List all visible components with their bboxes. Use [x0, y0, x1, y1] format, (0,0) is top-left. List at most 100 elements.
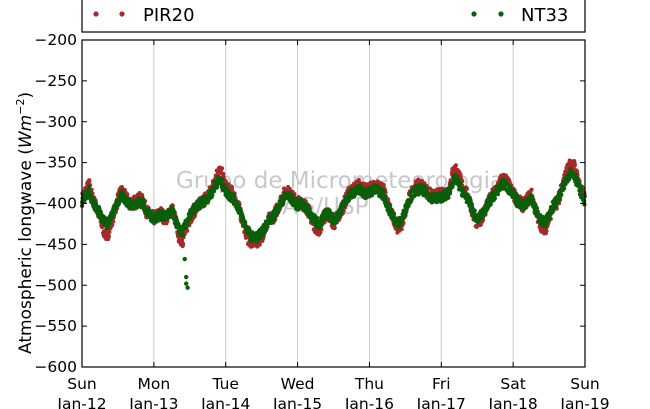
data-point [232, 193, 237, 198]
legend-marker-nt33 [498, 11, 504, 17]
data-point [183, 281, 189, 286]
data-point [183, 274, 189, 280]
legend-label-pir20: PIR20 [143, 5, 195, 26]
data-point [424, 186, 429, 191]
data-point [181, 233, 186, 238]
data-point [330, 212, 335, 217]
data-point [507, 183, 512, 188]
data-point [257, 242, 262, 247]
data-point [554, 204, 559, 209]
data-point [472, 208, 477, 213]
y-axis-title: Atmospheric longwave (Wm−2) [14, 92, 36, 354]
data-point [127, 197, 132, 202]
data-point [327, 208, 332, 213]
data-point [572, 162, 577, 167]
x-tick-label-date: Jan-13 [128, 395, 178, 409]
y-tick-label: −350 [34, 154, 77, 172]
legend-marker-pir20 [119, 11, 125, 17]
data-point [544, 228, 549, 233]
data-point [120, 184, 125, 189]
data-point [188, 215, 193, 220]
legend-nt33: NT33 [471, 5, 568, 26]
data-point [243, 219, 248, 224]
data-point [176, 222, 181, 227]
data-point [530, 194, 535, 199]
data-point [332, 225, 337, 230]
data-point [315, 215, 320, 220]
data-point [107, 221, 112, 226]
data-point [87, 184, 92, 189]
data-point [185, 285, 190, 290]
data-point [215, 184, 220, 189]
data-point [182, 256, 187, 262]
data-point [220, 166, 225, 171]
data-point [230, 185, 235, 190]
data-point [140, 193, 145, 198]
y-tick-label: −450 [34, 235, 77, 253]
data-point [579, 187, 584, 192]
data-point [181, 241, 186, 246]
data-point [453, 163, 458, 168]
data-point [557, 196, 562, 201]
data-point [90, 195, 95, 200]
data-point [459, 182, 464, 187]
series-nt33 [80, 167, 587, 290]
x-axis: Sun Jan-12 Mon Jan-13 Tue Jan-14 Wed Jan-15 Thu J… [56, 40, 610, 409]
data-point [106, 225, 111, 230]
data-point [149, 209, 154, 214]
data-point [469, 201, 474, 206]
data-point [515, 194, 520, 199]
data-point [141, 200, 146, 205]
x-tick-label-date: Jan-12 [56, 395, 106, 409]
data-point [381, 189, 386, 194]
x-tick-label-date: Jan-19 [559, 395, 609, 409]
data-point [338, 212, 343, 217]
data-point [496, 192, 500, 197]
data-point [446, 195, 451, 200]
x-tick-label-day: Thu [354, 375, 384, 393]
data-point [544, 222, 549, 227]
data-point [220, 177, 225, 182]
data-point [265, 224, 270, 229]
data-point [383, 194, 388, 199]
data-point [210, 193, 215, 198]
data-point [172, 210, 177, 215]
data-point [222, 183, 227, 188]
data-points [80, 158, 587, 290]
data-point [98, 210, 103, 215]
data-point [191, 212, 196, 217]
data-point [535, 206, 540, 211]
x-tick-label-day: Fri [432, 375, 450, 393]
legend-marker-nt33 [471, 11, 477, 17]
x-tick-label-date: Jan-14 [200, 395, 250, 409]
y-axis: −200 −250 −300 −350 −400 −450 −500 −550 −600 [34, 31, 585, 376]
data-point [212, 189, 217, 194]
data-point [404, 209, 409, 214]
data-point [547, 215, 552, 220]
data-point [464, 186, 469, 191]
legend-pir20: PIR20 [93, 5, 195, 26]
data-point [106, 234, 111, 239]
data-point [448, 189, 453, 194]
x-tick-label-date: Jan-16 [344, 395, 394, 409]
data-point [457, 179, 462, 184]
y-tick-label: −250 [34, 72, 77, 90]
data-point [112, 213, 117, 218]
data-point [575, 176, 580, 181]
x-tick-label-day: Sun [570, 375, 600, 393]
x-tick-label-date: Jan-18 [488, 395, 538, 409]
data-point [141, 196, 146, 201]
data-point [171, 206, 176, 211]
data-point [468, 198, 473, 203]
data-point [123, 194, 128, 199]
y-tick-label: −300 [34, 113, 77, 131]
data-point [107, 229, 112, 234]
data-point [305, 202, 310, 207]
data-point [562, 186, 567, 191]
data-point [559, 192, 564, 197]
data-point [221, 172, 226, 177]
data-point [386, 197, 391, 202]
y-tick-label: −550 [34, 317, 77, 335]
data-point [460, 179, 465, 184]
